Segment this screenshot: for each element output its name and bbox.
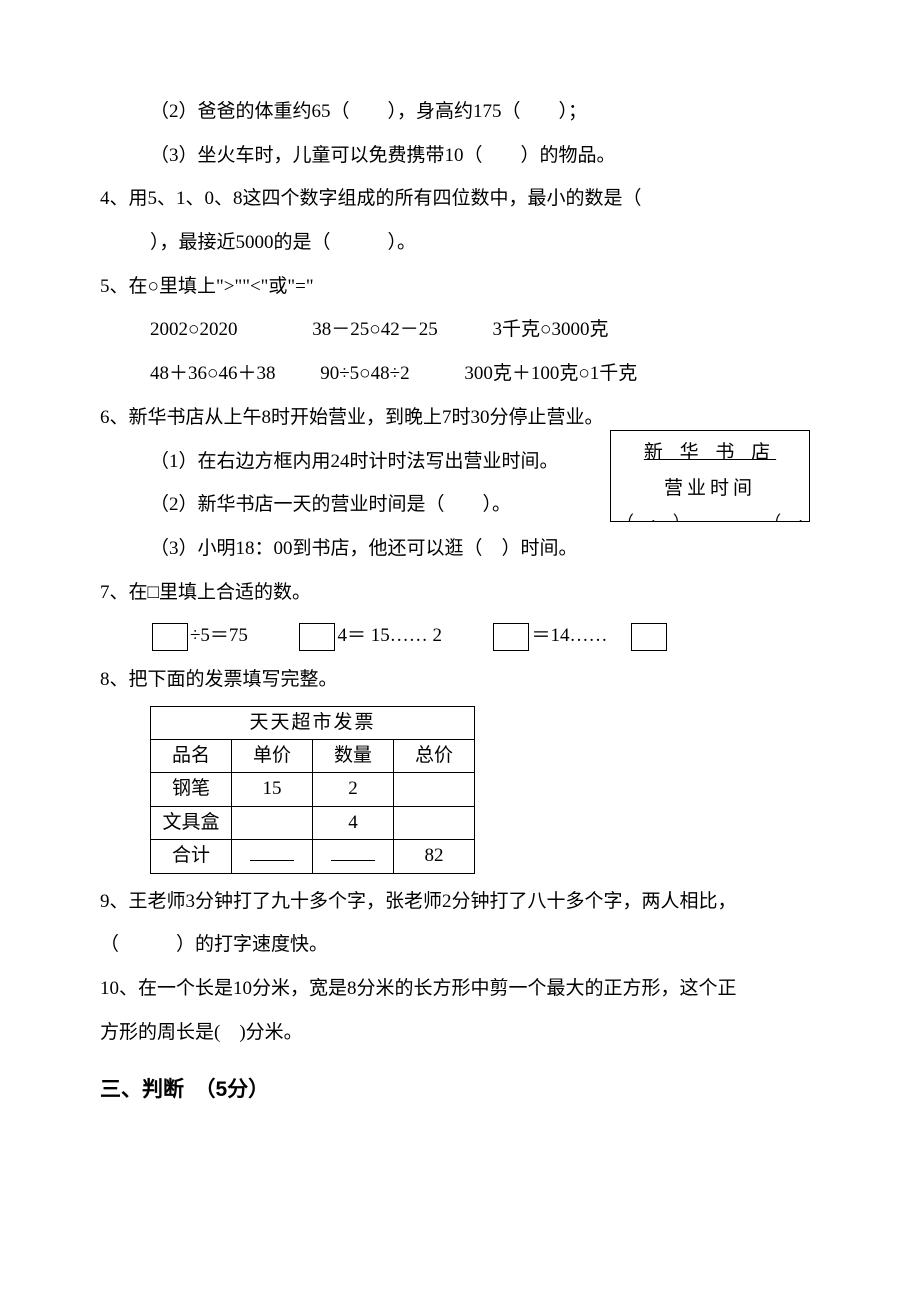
cell: 合计 bbox=[151, 840, 232, 873]
q5-r1c: 3千克○3000克 bbox=[492, 319, 608, 340]
q10-line2: 方形的周长是( )分米。 bbox=[100, 1011, 820, 1055]
cell bbox=[394, 806, 475, 839]
blank-box bbox=[631, 623, 667, 651]
q5-r2c: 300克＋100克○1千克 bbox=[464, 363, 637, 384]
q5-row2: 48＋36○46＋38 90÷5○48÷2 300克＋100克○1千克 bbox=[100, 352, 820, 396]
cell: 文具盒 bbox=[151, 806, 232, 839]
receipt-table: 天天超市发票 品名 单价 数量 总价 钢笔 15 2 文具盒 4 合计 82 bbox=[150, 706, 475, 874]
cell: 钢笔 bbox=[151, 773, 232, 806]
q7-e2: 4＝ 15…… 2 bbox=[337, 625, 442, 646]
cell bbox=[394, 773, 475, 806]
q7-head: 7、在□里填上合适的数。 bbox=[100, 571, 820, 615]
cell: 15 bbox=[232, 773, 313, 806]
col-head: 单价 bbox=[232, 740, 313, 773]
col-head: 总价 bbox=[394, 740, 475, 773]
q8-head: 8、把下面的发票填写完整。 bbox=[100, 658, 820, 702]
cell: 4 bbox=[313, 806, 394, 839]
q7-expr-row: ÷5＝75 4＝ 15…… 2 ＝14…… bbox=[100, 614, 820, 658]
q4-line1: 4、用5、1、0、8这四个数字组成的所有四位数中，最小的数是（ bbox=[100, 177, 820, 221]
q5-r2a: 48＋36○46＋38 bbox=[150, 363, 275, 384]
box-title: 新 华 书 店 bbox=[611, 435, 809, 471]
section3-heading: 三、判断 （5分） bbox=[100, 1066, 820, 1114]
cell: 2 bbox=[313, 773, 394, 806]
q9-line2: （ ）的打字速度快。 bbox=[100, 923, 820, 967]
q5-head: 5、在○里填上">""<"或"=" bbox=[100, 265, 820, 309]
q3-item2: （2）爸爸的体重约65（ ），身高约175（ ）； bbox=[100, 90, 820, 134]
table-row: 合计 82 bbox=[151, 840, 475, 873]
blank-box bbox=[299, 623, 335, 651]
table-row: 文具盒 4 bbox=[151, 806, 475, 839]
q9-line1: 9、王老师3分钟打了九十多个字，张老师2分钟打了八十多个字，两人相比， bbox=[100, 880, 820, 924]
cell bbox=[313, 840, 394, 873]
col-head: 数量 bbox=[313, 740, 394, 773]
cell: 82 bbox=[394, 840, 475, 873]
q3-item3: （3）坐火车时，儿童可以免费携带10（ ）的物品。 bbox=[100, 134, 820, 178]
blank-box bbox=[152, 623, 188, 651]
receipt-title: 天天超市发票 bbox=[151, 706, 475, 739]
q7-e1: ÷5＝75 bbox=[190, 625, 248, 646]
box-sub: 营业时间 bbox=[611, 471, 809, 507]
box-time-right: （ : bbox=[764, 507, 803, 522]
box-time-left: （ : ） bbox=[617, 507, 690, 522]
q4-line2: ），最接近5000的是（ ）。 bbox=[100, 221, 820, 265]
q5-r2b: 90÷5○48÷2 bbox=[320, 363, 409, 384]
q7-e3: ＝14…… bbox=[531, 625, 607, 646]
q5-r1b: 38－25○42－25 bbox=[312, 319, 437, 340]
q10-line1: 10、在一个长是10分米，宽是8分米的长方形中剪一个最大的正方形，这个正 bbox=[100, 967, 820, 1011]
store-hours-box: 新 华 书 店 营业时间 （ : ） （ : bbox=[610, 430, 810, 522]
cell bbox=[232, 806, 313, 839]
q5-r1a: 2002○2020 bbox=[150, 319, 237, 340]
table-row: 品名 单价 数量 总价 bbox=[151, 740, 475, 773]
table-row: 钢笔 15 2 bbox=[151, 773, 475, 806]
q5-row1: 2002○2020 38－25○42－25 3千克○3000克 bbox=[100, 308, 820, 352]
blank-box bbox=[493, 623, 529, 651]
col-head: 品名 bbox=[151, 740, 232, 773]
q6-item3: （3）小明18：00到书店，他还可以逛（ ）时间。 bbox=[100, 527, 820, 571]
cell bbox=[232, 840, 313, 873]
